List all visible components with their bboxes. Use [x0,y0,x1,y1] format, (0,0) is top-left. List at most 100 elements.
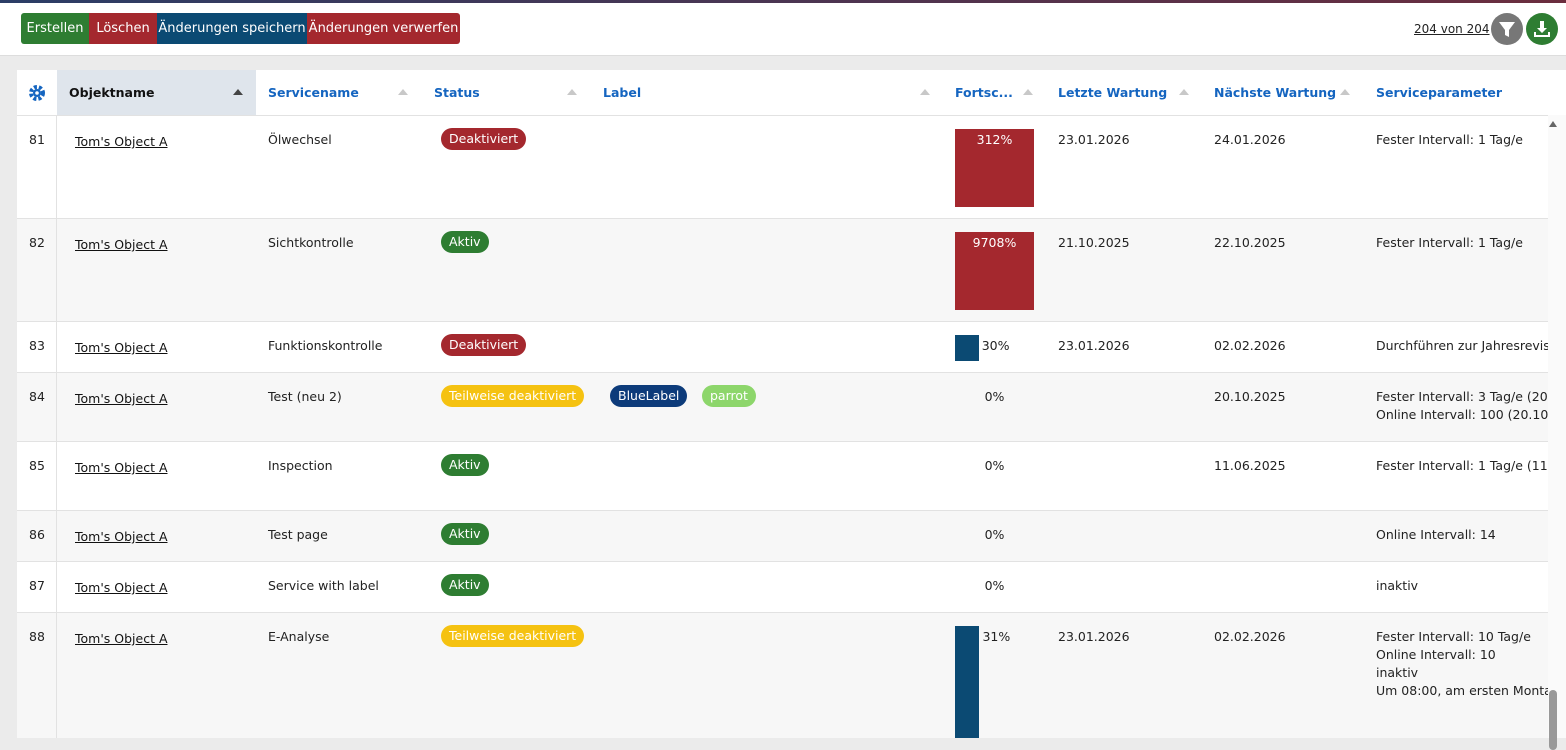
row-number: 88 [29,629,45,644]
settings-icon[interactable] [28,84,46,102]
table-row: 87 Tom's Object A Service with label Aktiv 0… [17,561,1548,613]
object-link[interactable]: Tom's Object A [75,580,168,595]
delete-button[interactable]: Löschen [89,13,157,44]
next-maintenance: 02.02.2026 [1214,338,1286,353]
sort-arrow[interactable] [233,89,243,95]
row-separator [56,219,57,322]
column-header[interactable]: Status [434,85,480,100]
status-badge: Aktiv [441,454,489,476]
download-icon [1534,21,1550,37]
table-row: 83 Tom's Object A Funktionskontrolle Deakti… [17,321,1548,373]
parameter-line: inaktiv [1376,665,1419,680]
sort-arrow[interactable] [1340,89,1350,95]
parameter-line: inaktiv [1376,578,1419,593]
row-separator [56,116,57,219]
table-row: 85 Tom's Object A Inspection Aktiv 0% 11.06.2… [17,441,1548,511]
row-separator [56,442,57,511]
status-badge: Aktiv [441,523,489,545]
next-maintenance: 22.10.2025 [1214,235,1286,250]
sort-arrow[interactable] [1023,89,1033,95]
object-link[interactable]: Tom's Object A [75,391,168,406]
sort-arrow[interactable] [398,89,408,95]
last-maintenance: 23.01.2026 [1058,338,1130,353]
service-name: Ölwechsel [268,132,332,147]
parameter-line: Fester Intervall: 1 Tag/e (11.06 [1376,458,1548,473]
parameter-line: Durchführen zur Jahresrevisio [1376,338,1548,353]
row-number: 82 [29,235,45,250]
service-name: Funktionskontrolle [268,338,383,353]
save-button[interactable]: Änderungen speichern [157,13,307,44]
parameter-line: Online Intervall: 14 [1376,527,1496,542]
service-name: Test (neu 2) [268,389,342,404]
discard-button[interactable]: Änderungen verwerfen [307,13,460,44]
row-separator [56,613,57,738]
column-header[interactable]: Servicename [268,85,359,100]
column-header[interactable]: Label [603,85,642,100]
table-row: 88 Tom's Object A E-Analyse Teilweise deakt… [17,612,1548,738]
parameter-line: Um 08:00, am ersten Montag [1376,683,1548,698]
object-link[interactable]: Tom's Object A [75,237,168,252]
scroll-up[interactable] [1549,121,1557,127]
status-badge: Deaktiviert [441,128,527,150]
progress-label: 0% [984,389,1005,404]
filter-button[interactable] [1491,13,1523,45]
object-link[interactable]: Tom's Object A [75,340,168,355]
object-link[interactable]: Tom's Object A [75,529,168,544]
parameter-line: Fester Intervall: 1 Tag/e [1376,132,1523,147]
download-button[interactable] [1526,13,1558,45]
label-badge: BlueLabel [610,385,688,407]
service-name: E-Analyse [268,629,330,644]
record-count[interactable]: 204 von 204 [1414,22,1490,36]
row-separator [56,322,57,373]
row-separator [56,373,57,442]
row-separator [56,562,57,613]
column-header[interactable]: Serviceparameter [1376,85,1503,100]
row-number: 83 [29,338,45,353]
data-table: Objektname Servicename Status Label Fortsc..… [17,70,1566,738]
row-number: 85 [29,458,45,473]
object-link[interactable]: Tom's Object A [75,631,168,646]
toolbar: Erstellen Löschen Änderungen speichern Ä… [0,3,1566,56]
service-name: Inspection [268,458,333,473]
progress-bar [955,626,980,738]
object-link[interactable]: Tom's Object A [75,134,168,149]
column-header[interactable]: Fortsc... [955,85,1013,100]
progress-bar [955,232,1034,310]
column-header[interactable]: Letzte Wartung [1058,85,1168,100]
next-maintenance: 02.02.2026 [1214,629,1286,644]
table-row: 81 Tom's Object A Ölwechsel Deaktiviert 312%… [17,115,1548,219]
service-parameters: Fester Intervall: 3 Tag/e (20.10 Online I… [1376,388,1548,424]
progress-label: 9708% [972,235,1017,250]
filter-icon [1499,22,1515,37]
progress-label: 312% [976,132,1013,147]
label-badge: parrot [702,385,756,407]
object-link[interactable]: Tom's Object A [75,460,168,475]
last-maintenance: 23.01.2026 [1058,629,1130,644]
sort-arrow[interactable] [1179,89,1189,95]
column-header[interactable]: Objektname [69,85,155,100]
status-badge: Aktiv [441,574,489,596]
table-row: 86 Tom's Object A Test page Aktiv 0% Online I… [17,510,1548,562]
status-badge: Teilweise deaktiviert [441,625,585,647]
next-maintenance: 20.10.2025 [1214,389,1286,404]
create-button[interactable]: Erstellen [21,13,89,44]
row-number: 84 [29,389,45,404]
service-parameters: Fester Intervall: 10 Tag/e Online Interva… [1376,628,1548,700]
progress-label: 0% [984,527,1005,542]
next-maintenance: 11.06.2025 [1214,458,1286,473]
progress-bar [955,129,1034,207]
scroll-thumb[interactable] [1549,690,1557,750]
column-header[interactable]: Nächste Wartung [1214,85,1337,100]
service-parameters: Fester Intervall: 1 Tag/e (11.06 [1376,457,1548,475]
sort-arrow[interactable] [567,89,577,95]
parameter-line: Fester Intervall: 1 Tag/e [1376,235,1523,250]
service-parameters: Fester Intervall: 1 Tag/e [1376,131,1548,149]
sort-arrow[interactable] [920,89,930,95]
service-parameters: inaktiv [1376,577,1548,595]
last-maintenance: 23.01.2026 [1058,132,1130,147]
progress-label: 31% [982,629,1011,644]
scrollbar[interactable] [1548,115,1566,750]
top-accent [0,0,1566,3]
progress-bar [955,335,979,361]
